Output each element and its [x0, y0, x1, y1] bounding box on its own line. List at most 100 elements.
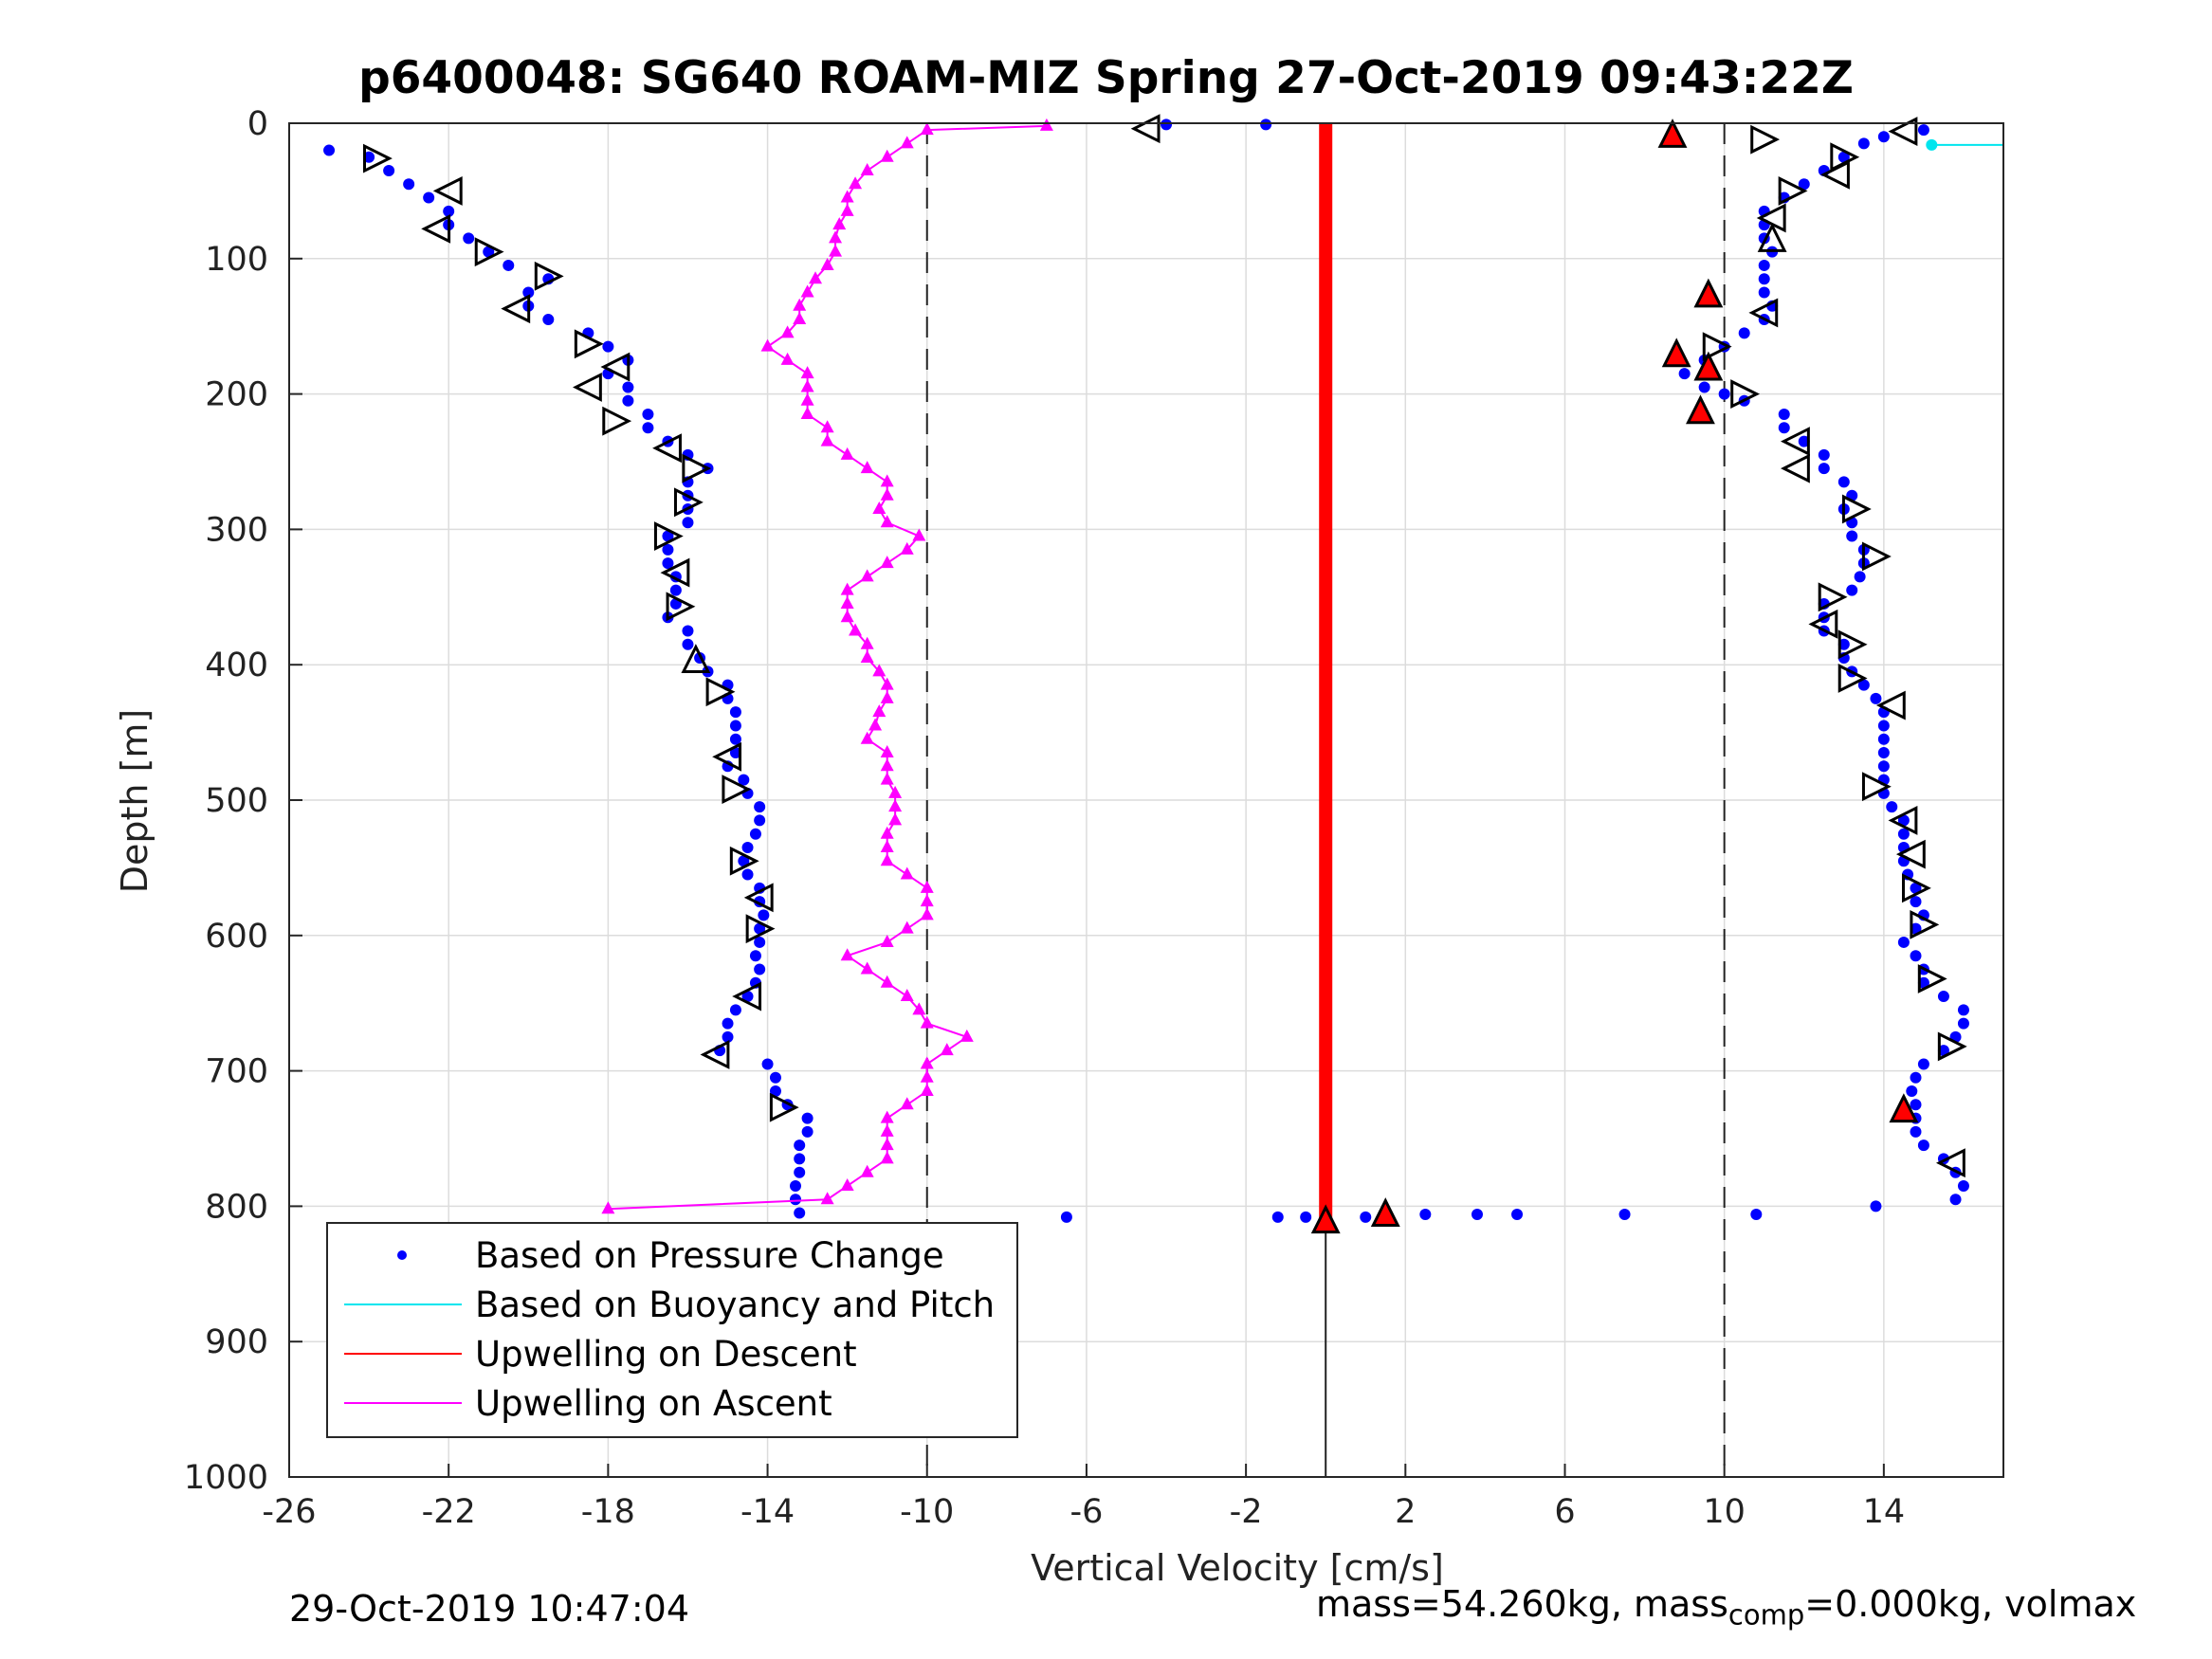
- ascent-upwelling-point: [860, 636, 874, 649]
- ascent-upwelling-point: [900, 866, 914, 880]
- pressure-change-point: [741, 868, 754, 881]
- pressure-change-point: [754, 936, 766, 948]
- ascent-upwelling-point: [860, 731, 874, 744]
- open-triangle-marker: [745, 914, 776, 944]
- ascent-upwelling-point: [920, 894, 934, 907]
- pressure-change-point: [1917, 1139, 1929, 1152]
- pressure-change-point: [1360, 1211, 1372, 1223]
- legend-entry-label: Upwelling on Ascent: [475, 1383, 832, 1424]
- ascent-upwelling-point: [860, 162, 874, 175]
- open-triangle-marker: [1875, 690, 1906, 720]
- pressure-change-point: [794, 1153, 806, 1165]
- pressure-change-point: [1738, 327, 1750, 339]
- ascent-upwelling-point: [868, 718, 883, 731]
- y-tick-label: 400: [205, 647, 268, 684]
- pressure-change-point: [754, 801, 766, 813]
- pressure-change-point: [1877, 733, 1890, 745]
- ascent-upwelling-point: [880, 149, 894, 162]
- ascent-upwelling-point: [900, 921, 914, 934]
- pressure-change-point: [1854, 571, 1866, 583]
- ascent-upwelling-point: [860, 569, 874, 582]
- ascent-upwelling-point: [840, 203, 854, 216]
- ascent-upwelling-point: [920, 122, 934, 136]
- ascent-upwelling-point: [800, 407, 814, 420]
- ascent-upwelling-point: [1039, 118, 1053, 131]
- ascent-upwelling-point: [880, 556, 894, 569]
- open-triangle-marker: [1895, 839, 1926, 869]
- ascent-upwelling-point: [849, 623, 863, 636]
- open-triangle-marker: [743, 883, 774, 913]
- pressure-change-point: [642, 409, 654, 421]
- pressure-change-point: [729, 1004, 741, 1016]
- pressure-change-point: [1857, 137, 1870, 150]
- ascent-upwelling-point: [920, 1084, 934, 1097]
- ascent-upwelling-point: [849, 176, 863, 190]
- open-triangle-marker: [1781, 453, 1810, 483]
- open-triangle-marker: [1888, 117, 1918, 146]
- pressure-change-point: [722, 1017, 734, 1030]
- pressure-change-point: [722, 1030, 734, 1043]
- pressure-change-point: [1957, 1004, 1969, 1016]
- pressure-change-point: [749, 950, 761, 962]
- open-triangle-marker: [652, 433, 682, 464]
- pressure-change-point: [1910, 1125, 1922, 1138]
- ascent-upwelling-point: [880, 772, 894, 785]
- pressure-change-point: [542, 314, 555, 326]
- pressure-change-point: [749, 828, 761, 840]
- pressure-change-point: [729, 733, 741, 745]
- open-triangle-marker: [722, 775, 752, 805]
- open-triangle-marker: [1757, 223, 1787, 252]
- pressure-change-point: [323, 144, 336, 156]
- open-triangle-marker: [700, 1040, 730, 1069]
- pressure-change-point: [789, 1194, 801, 1206]
- pressure-change-point: [1897, 828, 1910, 840]
- x-tick-label: -18: [581, 1493, 635, 1531]
- ascent-upwelling-point: [860, 961, 874, 975]
- filled-triangle-marker: [1661, 337, 1691, 368]
- pressure-change-point: [789, 1179, 801, 1192]
- open-triangle-marker: [1841, 494, 1872, 524]
- legend-box: [326, 1222, 1018, 1438]
- ascent-upwelling-point: [880, 677, 894, 690]
- ascent-upwelling-point: [820, 420, 834, 433]
- open-triangle-marker: [1861, 541, 1892, 572]
- ascent-upwelling-point: [880, 1110, 894, 1123]
- ascent-upwelling-point: [888, 799, 903, 812]
- pressure-change-point: [1917, 1058, 1929, 1070]
- ascent-upwelling-point: [940, 1043, 954, 1056]
- y-tick-label: 100: [205, 241, 268, 279]
- ascent-upwelling-point: [800, 379, 814, 392]
- y-tick-label: 900: [205, 1323, 268, 1361]
- pressure-change-point: [741, 841, 754, 853]
- pressure-change-point: [801, 1112, 814, 1124]
- pressure-change-point: [1910, 922, 1922, 935]
- pressure-change-point: [1846, 584, 1858, 596]
- ascent-upwelling-point: [840, 1177, 854, 1191]
- ascent-upwelling-point: [880, 1138, 894, 1151]
- legend: Based on Pressure Change Based on Buoyanc…: [326, 1222, 1018, 1438]
- buoyancy-pitch-point: [1926, 138, 1938, 151]
- ascent-upwelling-point: [920, 907, 934, 921]
- pressure-change-point: [1837, 638, 1850, 650]
- pressure-change-point: [769, 1085, 781, 1098]
- pressure-change-point: [1870, 692, 1882, 704]
- open-triangle-marker: [1702, 332, 1732, 362]
- pressure-change-point: [1877, 131, 1890, 143]
- ascent-upwelling-point: [880, 826, 894, 839]
- open-triangle-marker: [421, 213, 451, 244]
- x-tick-label: 6: [1554, 1493, 1575, 1531]
- open-triangle-marker: [501, 294, 531, 324]
- ascent-upwelling-point: [880, 1123, 894, 1137]
- pressure-change-point: [1798, 178, 1810, 191]
- open-triangle-marker: [432, 175, 463, 206]
- pressure-change-point: [1060, 1211, 1072, 1223]
- pressure-change-point: [483, 246, 495, 258]
- ascent-upwelling-point: [880, 839, 894, 852]
- ascent-upwelling-point: [912, 528, 926, 541]
- open-triangle-marker: [682, 453, 712, 483]
- pressure-change-point: [1750, 1208, 1763, 1220]
- ascent-upwelling-point: [793, 298, 807, 311]
- ticks: -26 -22 -18 -14 -10 -6 -2 2 6 10 14010020030040050…: [184, 105, 1905, 1531]
- y-tick-label: 0: [247, 105, 268, 143]
- y-tick-label: 300: [205, 511, 268, 549]
